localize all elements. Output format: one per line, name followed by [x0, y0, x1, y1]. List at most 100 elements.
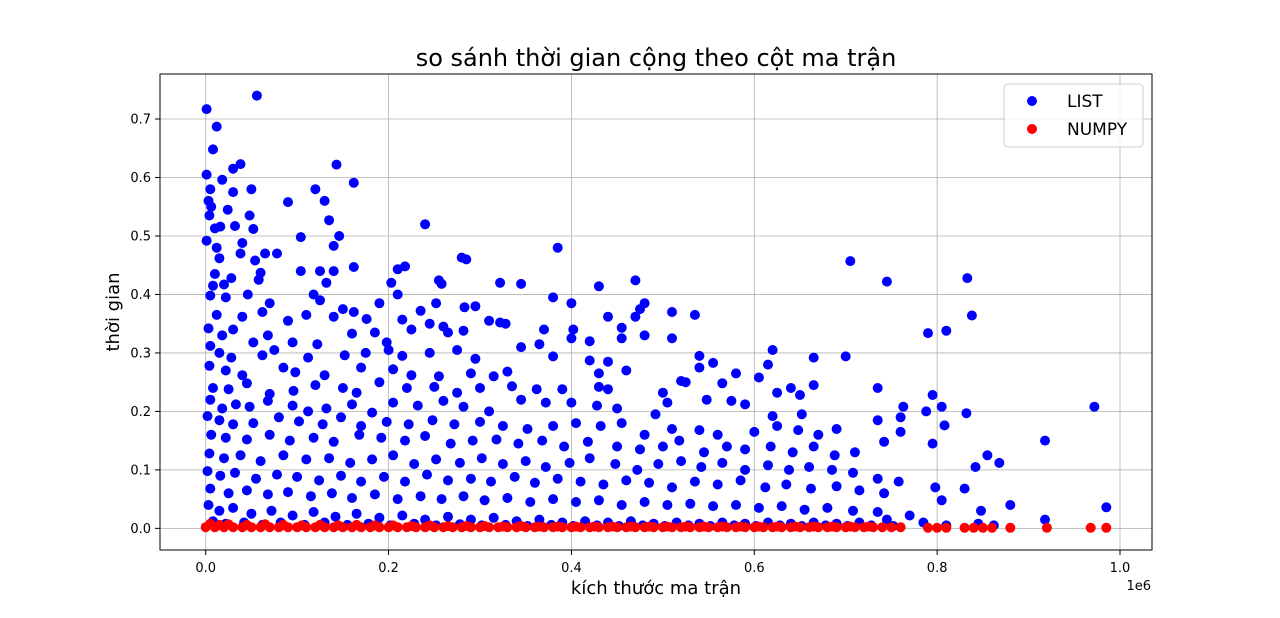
data-point-list: [465, 473, 476, 484]
data-point-numpy: [424, 520, 435, 531]
data-point-list: [552, 242, 563, 253]
data-point-list: [895, 412, 906, 423]
data-point-list: [962, 273, 973, 284]
data-point-list: [294, 416, 304, 427]
data-point-list: [235, 159, 246, 170]
data-point-list: [667, 333, 677, 344]
data-point-list: [272, 469, 282, 480]
data-point-numpy: [680, 521, 691, 532]
data-point-list: [872, 383, 883, 393]
data-point-list: [235, 248, 246, 259]
data-point-list: [228, 163, 239, 174]
data-point-list: [445, 438, 456, 449]
data-point-list: [930, 482, 941, 493]
data-point-list: [667, 482, 677, 493]
data-point-list: [662, 397, 673, 408]
data-point-list: [251, 473, 261, 484]
data-point-list: [397, 314, 408, 325]
data-point-list: [328, 311, 339, 322]
data-point-list: [1040, 514, 1050, 525]
data-point-list: [749, 426, 760, 437]
data-point-list: [612, 441, 623, 452]
data-point-list: [317, 419, 328, 430]
y-tick-label: 0.3: [130, 346, 151, 361]
data-point-list: [712, 429, 723, 440]
data-point-list: [525, 497, 536, 507]
data-point-list: [424, 318, 435, 329]
legend-frame: [1003, 83, 1144, 148]
data-point-list: [740, 399, 751, 410]
data-point-list: [257, 307, 268, 317]
data-point-list: [848, 467, 858, 478]
data-point-list: [717, 378, 728, 389]
data-point-list: [740, 464, 751, 475]
data-point-list: [287, 400, 298, 411]
data-point-list: [531, 384, 542, 395]
data-point-list: [219, 279, 229, 290]
data-point-list: [436, 494, 447, 505]
data-point-list: [203, 323, 214, 334]
data-point-list: [765, 441, 776, 452]
data-point-list: [226, 273, 237, 284]
data-point-list: [568, 324, 579, 335]
data-point-list: [330, 511, 341, 522]
data-point-numpy: [351, 519, 362, 530]
data-point-list: [497, 459, 508, 469]
data-points: [200, 90, 1112, 533]
data-point-list: [269, 345, 280, 355]
data-point-list: [436, 278, 447, 289]
data-point-list: [465, 368, 476, 379]
data-point-numpy: [589, 521, 600, 532]
data-point-list: [217, 403, 228, 414]
data-point-list: [806, 483, 816, 494]
data-point-numpy: [977, 522, 988, 533]
data-point-list: [420, 431, 431, 441]
data-point-list: [202, 411, 213, 422]
data-point-list: [921, 406, 932, 417]
data-point-list: [253, 274, 264, 285]
data-point-list: [242, 289, 253, 300]
data-point-list: [787, 447, 798, 458]
data-point-list: [529, 477, 540, 488]
data-point-list: [840, 351, 851, 362]
data-point-numpy: [895, 522, 906, 533]
data-point-list: [763, 359, 773, 370]
data-point-list: [595, 421, 606, 431]
data-point-list: [772, 387, 783, 398]
data-point-list: [808, 441, 819, 452]
data-point-list: [676, 456, 687, 467]
data-point-list: [266, 505, 277, 516]
data-point-list: [208, 383, 218, 393]
data-point-list: [831, 424, 842, 434]
data-point-list: [454, 457, 465, 468]
data-point-list: [582, 436, 593, 447]
data-point-list: [479, 495, 490, 506]
data-point-list: [1040, 435, 1050, 446]
data-point-list: [381, 337, 392, 348]
data-point-list: [326, 488, 337, 499]
data-point-numpy: [1005, 522, 1016, 533]
data-point-list: [712, 479, 723, 490]
data-point-list: [982, 450, 993, 461]
data-point-list: [336, 470, 346, 481]
x-tick-label: 0.2: [378, 561, 399, 576]
data-point-numpy: [941, 522, 952, 533]
data-point-list: [854, 485, 865, 496]
data-point-list: [539, 324, 549, 335]
data-point-numpy: [260, 519, 271, 530]
x-tick-label: 0.8: [927, 561, 948, 576]
legend-label-numpy: NUMPY: [1067, 120, 1128, 140]
data-point-list: [206, 201, 217, 212]
data-point-list: [262, 489, 273, 500]
data-point-list: [360, 347, 371, 358]
data-point-list: [324, 453, 335, 464]
data-point-numpy: [827, 521, 837, 532]
data-point-list: [632, 464, 643, 475]
data-point-list: [433, 371, 444, 382]
data-point-list: [740, 444, 751, 455]
data-point-list: [205, 184, 216, 195]
data-point-numpy: [214, 519, 225, 530]
data-point-list: [354, 429, 365, 440]
data-point-list: [264, 298, 275, 309]
